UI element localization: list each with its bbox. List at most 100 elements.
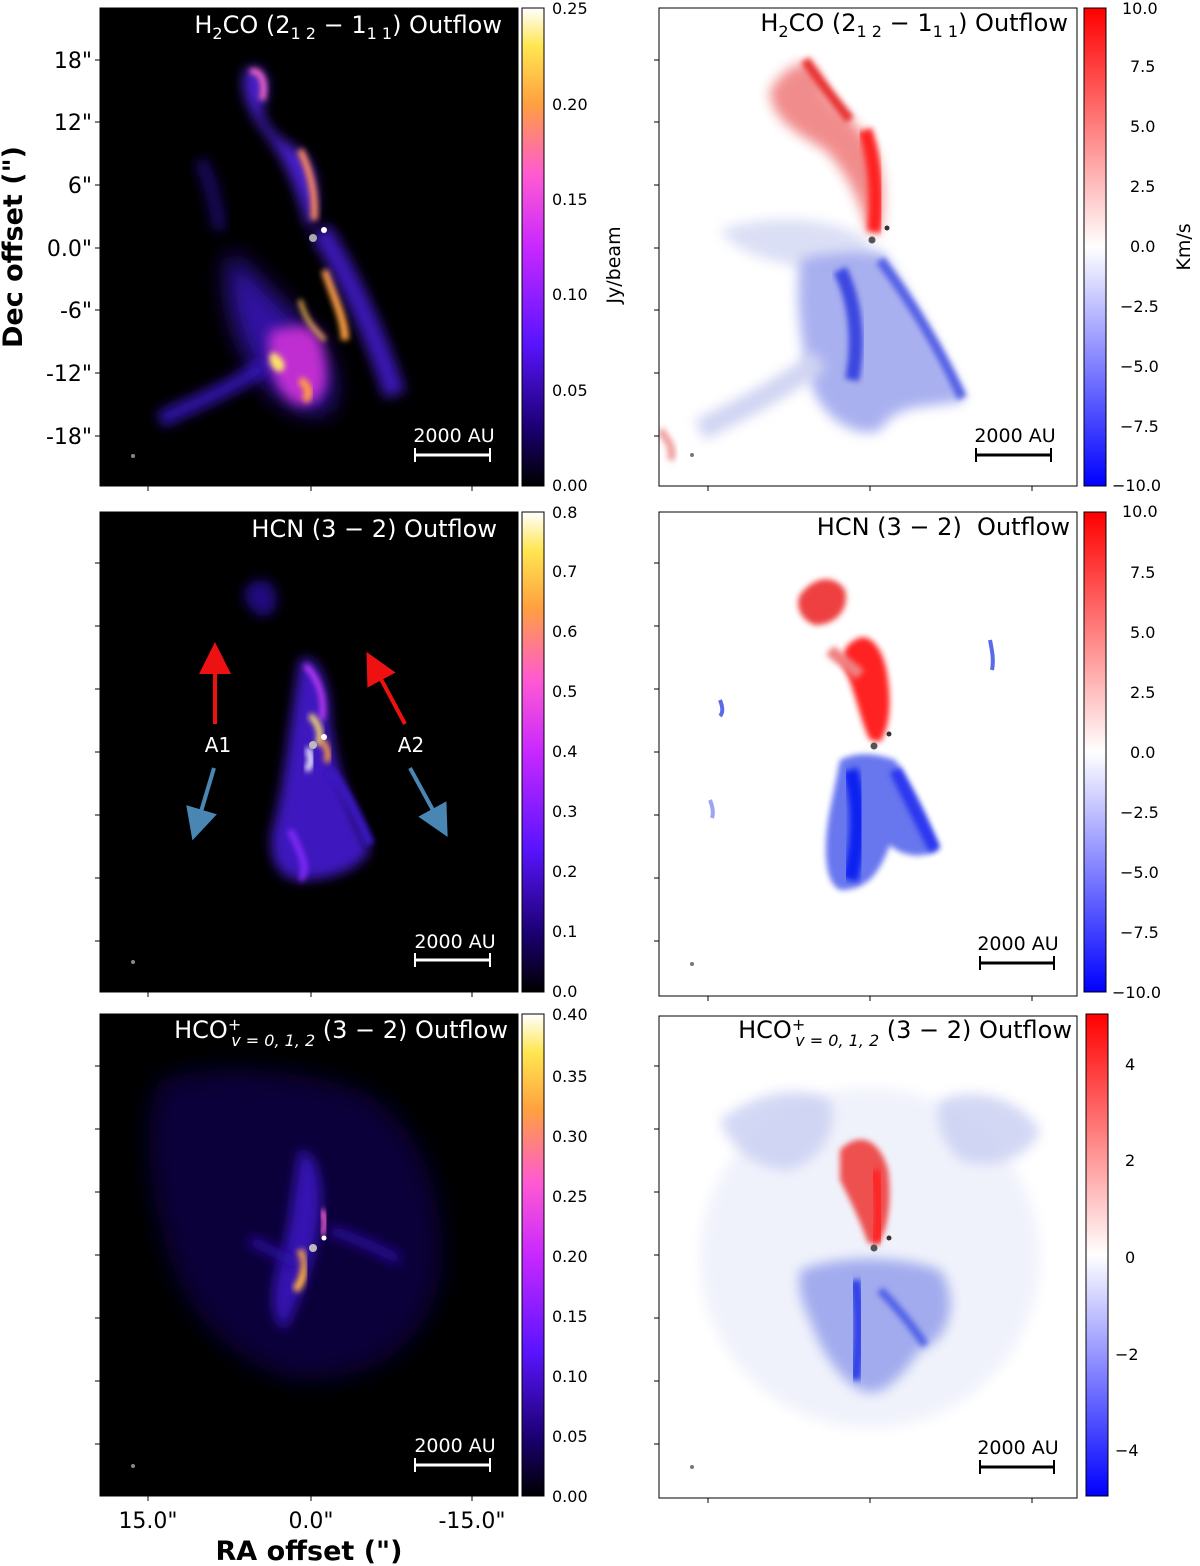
- svg-text:-6": -6": [60, 299, 92, 324]
- svg-text:−2: −2: [1115, 1345, 1139, 1364]
- svg-text:−10.0: −10.0: [1112, 476, 1161, 495]
- svg-text:2000 AU: 2000 AU: [974, 425, 1055, 447]
- source-marker: [870, 1244, 878, 1252]
- svg-text:0.35: 0.35: [552, 1067, 588, 1086]
- source-marker: [309, 234, 317, 242]
- source-marker: [870, 742, 878, 750]
- svg-text:0.00: 0.00: [552, 476, 588, 495]
- beam-marker: [690, 1465, 694, 1469]
- source-marker: [886, 1235, 892, 1241]
- svg-text:0: 0: [1125, 1248, 1135, 1267]
- source-marker: [321, 1235, 327, 1241]
- svg-text:0.10: 0.10: [552, 1367, 588, 1386]
- svg-text:0.10: 0.10: [552, 285, 588, 304]
- panel-hco-intensity: HCO+ v = 0, 1, 2 (3 − 2) Outflow 2000 AU …: [95, 1005, 588, 1566]
- colorbar: −10.0 −7.5 −5.0 −2.5 0.0 2.5 5.0 7.5 10.…: [1083, 0, 1195, 495]
- panel-h2co-velocity: H2CO (21 2 − 11 1) Outflow 2000 AU −10.0…: [654, 0, 1195, 495]
- svg-text:10.0: 10.0: [1122, 502, 1158, 521]
- annotation-a1: A1: [205, 733, 231, 757]
- svg-text:0.0": 0.0": [47, 237, 92, 262]
- svg-text:−10.0: −10.0: [1112, 983, 1161, 1002]
- arrow-down-icon: [186, 767, 217, 841]
- svg-text:2000 AU: 2000 AU: [414, 1435, 495, 1457]
- panel-hcn-velocity: HCN (3 − 2) Outflow 2000 AU −10.0 −7.5 −…: [654, 502, 1161, 1002]
- svg-text:0.25: 0.25: [552, 1187, 588, 1206]
- x-axis: 15.0" 0.0" -15.0" RA offset ("): [118, 1509, 505, 1566]
- y-axis-label: Dec offset ("): [0, 146, 29, 348]
- velocity-map: [690, 579, 995, 966]
- svg-text:0.0: 0.0: [1130, 237, 1155, 256]
- svg-text:0.30: 0.30: [552, 1127, 588, 1146]
- svg-text:7.5: 7.5: [1130, 57, 1155, 76]
- svg-text:18": 18": [54, 49, 92, 74]
- y-axis: 18" 12" 6" 0.0" -6" -12" -18" Dec offset…: [0, 49, 100, 450]
- panel-title: HCO+ v = 0, 1, 2 (3 − 2) Outflow: [738, 1015, 1072, 1050]
- colorbar: −4 −2 0 2 4: [1085, 1013, 1139, 1497]
- source-marker: [309, 741, 317, 749]
- scale-bar: 2000 AU: [414, 931, 496, 967]
- svg-text:−5.0: −5.0: [1120, 357, 1159, 376]
- scale-bar: 2000 AU: [977, 933, 1059, 970]
- svg-text:2000 AU: 2000 AU: [977, 1437, 1058, 1459]
- outflow-annotations: A1 A2: [186, 642, 448, 841]
- svg-text:0.05: 0.05: [552, 1427, 588, 1446]
- svg-text:0.4: 0.4: [552, 742, 577, 761]
- beam-marker: [131, 454, 135, 458]
- svg-text:0.15: 0.15: [552, 1307, 588, 1326]
- svg-text:0.20: 0.20: [552, 1247, 588, 1266]
- svg-text:0.25: 0.25: [552, 0, 588, 18]
- svg-text:0.2: 0.2: [552, 862, 577, 881]
- colorbar: 0.00 0.05 0.10 0.15 0.20 0.25 Jy/beam: [521, 0, 625, 495]
- svg-text:0.40: 0.40: [552, 1005, 588, 1024]
- svg-text:12": 12": [54, 111, 92, 136]
- source-marker: [321, 227, 327, 233]
- svg-text:2000 AU: 2000 AU: [977, 933, 1058, 955]
- svg-text:10.0: 10.0: [1122, 0, 1158, 18]
- svg-text:2: 2: [1125, 1151, 1135, 1170]
- svg-text:0.1: 0.1: [552, 922, 577, 941]
- arrow-down-icon: [408, 767, 448, 838]
- svg-text:0.5: 0.5: [552, 682, 577, 701]
- svg-text:0.00: 0.00: [552, 1487, 588, 1506]
- colorbar: 0.00 0.05 0.10 0.15 0.20 0.25 0.30 0.35 …: [521, 1005, 588, 1506]
- panel-title: HCN (3 − 2) Outflow: [251, 515, 497, 543]
- panel-title: H2CO (21 2 − 11 1) Outflow: [760, 9, 1068, 41]
- svg-text:−5.0: −5.0: [1120, 863, 1159, 882]
- emission-map: A1 A2: [131, 579, 448, 964]
- source-marker: [321, 734, 327, 740]
- annotation-a2: A2: [398, 733, 424, 757]
- panel-hcn-intensity: A1 A2 HCN (3 − 2) Outflow 2000 AU 0.0: [95, 503, 577, 1001]
- svg-text:−2.5: −2.5: [1120, 297, 1159, 316]
- svg-text:−4: −4: [1115, 1441, 1139, 1460]
- beam-marker: [690, 453, 694, 457]
- beam-marker: [131, 1464, 135, 1468]
- colorbar: 0.0 0.1 0.2 0.3 0.4 0.5 0.6 0.7 0.8: [521, 503, 577, 1001]
- svg-text:0.15: 0.15: [552, 190, 588, 209]
- svg-text:−2.5: −2.5: [1120, 803, 1159, 822]
- svg-text:2.5: 2.5: [1130, 177, 1155, 196]
- svg-text:0.6: 0.6: [552, 622, 577, 641]
- source-marker: [868, 236, 876, 244]
- scale-bar: 2000 AU: [977, 1437, 1059, 1474]
- svg-text:-18": -18": [46, 425, 92, 450]
- velocity-map: [659, 57, 967, 462]
- svg-text:7.5: 7.5: [1130, 563, 1155, 582]
- svg-text:0.3: 0.3: [552, 802, 577, 821]
- svg-text:5.0: 5.0: [1130, 117, 1155, 136]
- panel-hco-velocity: HCO+ v = 0, 1, 2 (3 − 2) Outflow 2000 AU …: [654, 1013, 1139, 1503]
- svg-text:2.5: 2.5: [1130, 683, 1155, 702]
- svg-text:−7.5: −7.5: [1120, 417, 1159, 436]
- svg-text:HCO+v = 0, 1, 2 (3 − 2) Outflo: HCO+ v = 0, 1, 2 (3 − 2) Outflow: [174, 1015, 508, 1050]
- beam-marker: [690, 962, 694, 966]
- svg-text:0.20: 0.20: [552, 95, 588, 114]
- svg-text:6": 6": [68, 174, 92, 199]
- svg-text:H2CO (21 2 − 11 1) Outflow: H2CO (21 2 − 11 1) Outflow: [760, 9, 1068, 41]
- svg-text:-12": -12": [46, 362, 92, 387]
- colorbar-label: Km/s: [1173, 223, 1195, 270]
- svg-text:15.0": 15.0": [118, 1509, 177, 1534]
- svg-text:2000 AU: 2000 AU: [414, 931, 495, 953]
- colorbar-label: Jy/beam: [603, 226, 625, 304]
- svg-text:0.05: 0.05: [552, 381, 588, 400]
- panel-h2co-intensity: H2CO (21 2 − 11 1) Outflow 2000 AU 18" 1…: [0, 0, 625, 495]
